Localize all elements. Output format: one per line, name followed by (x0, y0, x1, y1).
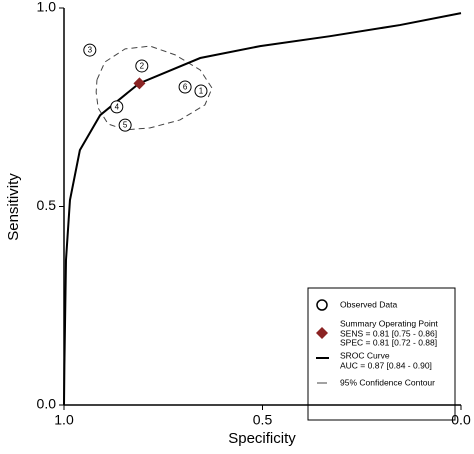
point-label: 5 (123, 121, 128, 130)
legend-label: AUC = 0.87 [0.84 - 0.90] (340, 360, 432, 370)
x-tick-label: 0.5 (253, 412, 273, 428)
x-tick-label: 1.0 (54, 412, 74, 428)
legend-icon (316, 299, 328, 311)
summary-point (133, 77, 146, 90)
sroc-curve (63, 12, 462, 406)
legend-icon (316, 327, 328, 339)
legend-label: SROC Curve (340, 350, 390, 360)
observed-point (135, 59, 149, 73)
confidence-contour (95, 45, 213, 131)
y-tick-label: 0.5 (37, 197, 57, 213)
point-label: 4 (115, 102, 120, 111)
observed-point (83, 43, 97, 57)
legend-label: SPEC = 0.81 [0.72 - 0.88] (340, 337, 437, 347)
y-tick-label: 1.0 (37, 0, 57, 15)
y-axis-title: Sensitivity (5, 173, 22, 241)
x-tick-label: 0.0 (451, 412, 471, 428)
point-label: 3 (88, 46, 93, 55)
observed-point (118, 118, 132, 132)
point-label: 6 (183, 83, 188, 92)
point-label: 1 (199, 87, 204, 96)
x-axis-title: Specificity (228, 430, 296, 447)
legend-box (307, 287, 456, 421)
legend-label: Summary Operating Point (340, 318, 438, 328)
observed-point (110, 100, 124, 114)
observed-point (178, 80, 192, 94)
legend-label: 95% Confidence Contour (340, 377, 435, 387)
y-tick-label: 0.0 (37, 396, 57, 412)
observed-point (194, 84, 208, 98)
legend-label: Observed Data (340, 299, 397, 309)
point-label: 2 (140, 62, 145, 71)
legend-label: SENS = 0.81 [0.75 - 0.86] (340, 328, 437, 338)
